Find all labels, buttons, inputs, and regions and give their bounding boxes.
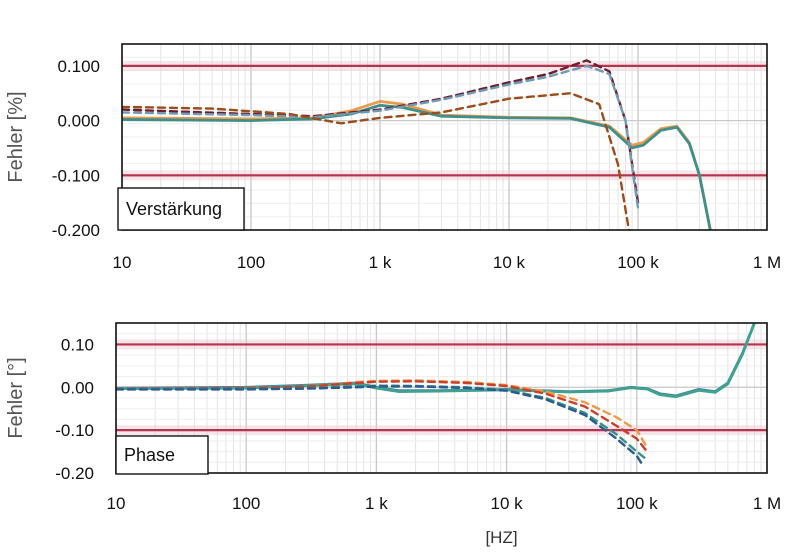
x-tick-label: 1 k — [369, 253, 392, 272]
y-tick-label: -0.200 — [52, 221, 100, 240]
plot-frame — [115, 322, 768, 474]
series-group — [122, 59, 712, 230]
x-tick-label: 10 k — [491, 494, 524, 513]
x-tick-label: 1 M — [753, 494, 781, 513]
annotation-label: Verstärkung — [126, 199, 222, 219]
series-group — [116, 323, 756, 466]
chart-panel-1: 0.100 0.000 -0.100 -0.200 10 100 1 k 10 k 100 k 1… — [5, 43, 781, 272]
x-tick-label: 1 M — [753, 253, 781, 272]
series-line-4 — [122, 64, 640, 210]
y-tick-label: -0.20 — [55, 464, 94, 483]
x-tick-label: 10 k — [493, 253, 526, 272]
x-tick-label: 100 — [232, 494, 260, 513]
y-axis-label: Fehler [°] — [5, 357, 27, 438]
x-axis-label: [HZ] — [485, 528, 517, 547]
x-tick-label: 1 k — [365, 494, 388, 513]
series-line-4 — [116, 380, 649, 453]
chart-panel-2: 0.10 0.00 -0.10 -0.20 10 100 1 k 10 k 100 k 1 M Fe… — [5, 322, 781, 547]
y-tick-label: 0.100 — [57, 57, 100, 76]
x-tick-label: 10 — [107, 494, 126, 513]
annotation-box — [115, 435, 209, 475]
y-tick-label: 0.000 — [57, 112, 100, 131]
y-axis-label: Fehler [%] — [5, 91, 27, 182]
x-tick-label: 100 k — [617, 253, 659, 272]
annotation-box — [117, 187, 245, 231]
series-line-6 — [116, 385, 644, 466]
y-tick-label: 0.00 — [61, 378, 94, 397]
y-tick-label: 0.10 — [61, 335, 94, 354]
series-line-5 — [122, 92, 631, 230]
y-tick-label: -0.10 — [55, 421, 94, 440]
x-tick-label: 100 — [237, 253, 265, 272]
annotation-label: Phase — [124, 445, 175, 465]
plot-frame — [121, 43, 768, 231]
x-tick-label: 10 — [113, 253, 132, 272]
y-tick-label: -0.100 — [52, 166, 100, 185]
x-tick-label: 100 k — [616, 494, 658, 513]
